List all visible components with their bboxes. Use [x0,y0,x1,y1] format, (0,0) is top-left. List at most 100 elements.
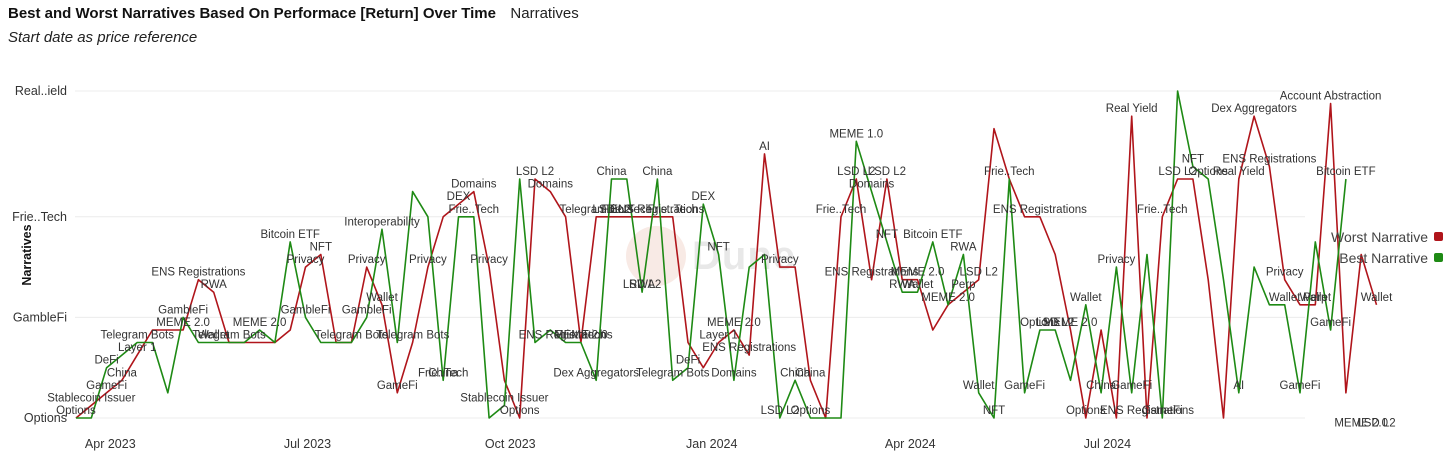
legend-item-best[interactable]: Best Narrative [1331,247,1443,268]
data-label: GameFi [1280,380,1321,392]
data-label: LSD L2 [623,279,661,291]
data-label: Layer 1 [118,342,156,354]
data-label: Telegram Bots [559,204,633,216]
data-label: Frie..Tech [556,330,607,342]
data-label: Telegram Bots [192,330,266,342]
data-label: Frie..Tech [984,166,1035,178]
data-label: Wallet [902,279,934,291]
series-line-best [76,90,1347,419]
data-label: Privacy [1266,267,1304,279]
data-label: LSD L2 [761,405,799,417]
data-label: Perp [1303,292,1327,304]
data-label: Wallet [366,292,398,304]
data-label: ENS Registrations [993,204,1087,216]
data-label: NFT [310,242,332,254]
data-label: MEME 2.0 [921,292,975,304]
data-label: Dex Aggregators [1211,103,1297,115]
data-label: GameFi [1310,317,1351,329]
data-label: RWA [629,279,656,291]
data-label: Options [1066,405,1106,417]
data-label: China [1086,380,1117,392]
data-label: NFT [707,242,729,254]
data-label: NFT [983,405,1005,417]
data-label: Stablecoin Issuer [47,392,135,404]
data-label: LSD L2 [837,166,875,178]
legend-item-worst[interactable]: Worst Narrative [1331,226,1443,247]
y-tick-label: GambleFi [13,310,67,324]
data-label: Options [1188,166,1228,178]
data-label: DeFi [94,355,118,367]
data-label: Domains [528,179,574,191]
data-label: MEME 2.0 [707,317,761,329]
data-label: MEME 1.0 [829,128,883,140]
data-label: Frie..Tech [449,204,500,216]
data-label: Wallet [1269,292,1301,304]
data-label: GambleFi [281,304,331,316]
data-label: Frie..Tech [816,204,867,216]
data-label: Real Yield [1213,166,1265,178]
data-label: Privacy [761,254,799,266]
data-label: Options [56,405,96,417]
data-label: China [428,367,459,379]
y-tick-label: Real..ield [15,84,67,98]
legend: Worst Narrative Best Narrative [1331,226,1443,268]
data-label: GameFi [1142,405,1183,417]
data-label: GameFi [377,380,418,392]
data-label: DeFi [676,355,700,367]
data-label: China [642,166,673,178]
data-label: GambleFi [342,304,392,316]
chart-subtitle: Start date as price reference [8,29,198,46]
chart-tag[interactable]: Narratives [510,5,579,22]
data-label: GameFi [1004,380,1045,392]
data-label: DEX [447,191,471,203]
data-label: GameFi [1111,380,1152,392]
x-tick-label: Jan 2024 [686,437,737,451]
data-label: Options [1020,317,1060,329]
data-label: Telegram Bots [636,367,710,379]
data-label: Domains [451,179,497,191]
data-label: Perp [951,279,975,291]
data-label: NFT [1182,153,1204,165]
data-label: RWA [950,242,977,254]
x-tick-label: Oct 2023 [485,437,536,451]
data-label: LSD L2 [592,204,630,216]
data-label: ENS Registrations [1100,405,1194,417]
data-label: LSD L2 [1036,317,1074,329]
data-label: Privacy [1098,254,1136,266]
data-label: China [107,367,138,379]
data-label: Interoperability [344,216,420,228]
y-tick-label: Options [24,411,67,425]
data-label: AI [759,141,770,153]
data-label: Privacy [409,254,447,266]
data-label: LSD L2 [960,267,998,279]
data-label: Account Abstraction [1280,91,1382,103]
data-label: Options [500,405,540,417]
data-label: Frie..Tech [1137,204,1188,216]
legend-swatch-best [1433,253,1443,262]
data-label: Bitcoin ETF [1316,166,1375,178]
data-label: Wallet [1300,292,1332,304]
data-label: LSD L2 [868,166,906,178]
data-label: AI [1233,380,1244,392]
x-tick-label: Jul 2023 [284,437,331,451]
data-label: RWA [201,279,228,291]
data-label: Frie..Tech [647,204,698,216]
data-label: Bitcoin ETF [260,229,319,241]
data-label: Telegram Bots [315,330,389,342]
data-label: MEME 2.0 [554,330,608,342]
data-label: Privacy [348,254,386,266]
data-label: ENS Registrations [610,204,704,216]
legend-label-worst: Worst Narrative [1331,228,1428,245]
data-label: MEME 2.0 [891,267,945,279]
data-label: MEME 2.0 [156,317,210,329]
data-label: GameFi [86,380,127,392]
data-label: DEX [691,191,715,203]
data-label: ENS Registrations [151,267,245,279]
data-label: China [780,367,811,379]
data-label: Telegram Bots [376,330,450,342]
data-label: Wallet [1070,292,1102,304]
data-label: ENS Registrations [519,330,613,342]
data-label: Wallet [198,330,230,342]
data-label: Domains [849,179,895,191]
